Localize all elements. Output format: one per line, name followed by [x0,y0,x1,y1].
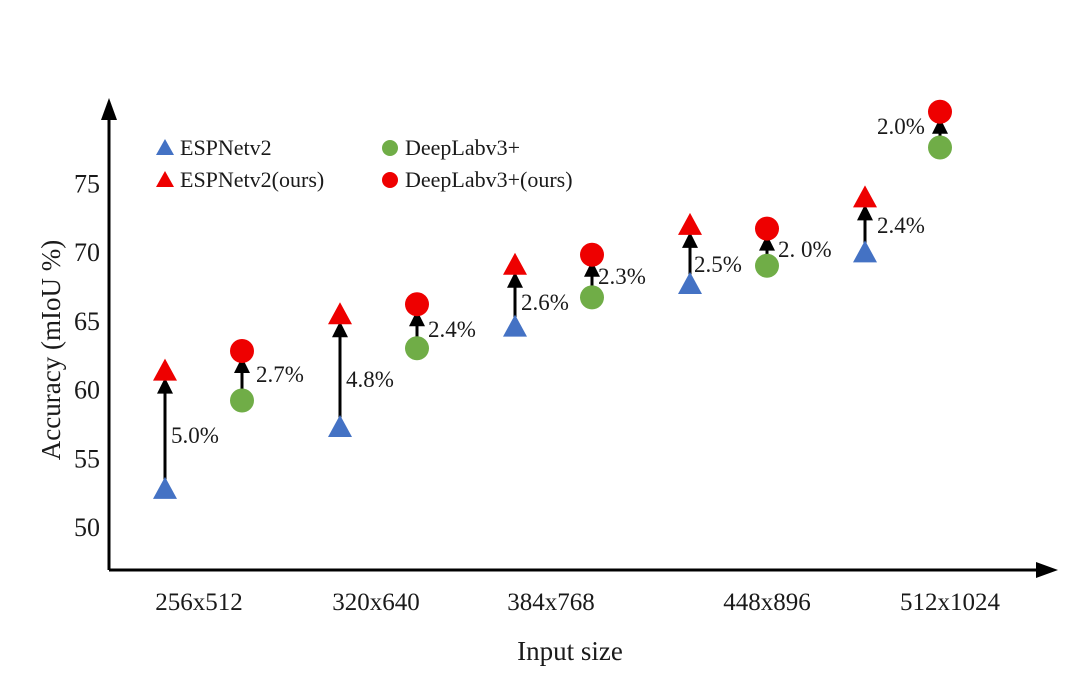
deeplabv3plus-improvement-arrow-head [234,357,250,373]
legend-marker-espnetv2 [156,139,174,155]
x-category-label: 448x896 [723,589,811,616]
improvement-label: 2.4% [428,317,476,342]
deeplabv3plus-ours-marker [928,99,952,124]
x-category-label: 384x768 [507,589,595,616]
espnetv2-ours-marker [153,358,177,381]
improvement-label: 2.5% [694,252,742,277]
improvement-label: 4.8% [346,367,394,392]
legend-marker-espnetv2-ours [156,171,174,187]
y-tick-label: 50 [74,513,100,542]
espnetv2-ours-marker [503,252,527,275]
y-axis-title: Accuracy (mIoU %) [36,240,66,460]
x-axis-title: Input size [517,636,623,666]
legend-marker-deeplabv3plus-ours [382,172,398,188]
espnetv2-improvement-arrow-head [332,321,348,338]
x-category-label: 320x640 [332,589,420,616]
deeplabv3plus-marker [230,388,254,413]
improvement-label: 2.3% [598,264,646,289]
x-category-labels: 256x512 320x640 384x768 448x896 512x1024 [155,589,1000,616]
deeplabv3plus-improvement-arrow-head [932,117,948,134]
data-markers [153,99,952,499]
deeplabv3plus-ours-marker [230,339,254,363]
legend-label-deeplabv3plus-ours: DeepLabv3+(ours) [405,167,573,192]
espnetv2-ours-marker [678,212,702,235]
improvement-label: 2.4% [877,213,925,238]
improvement-label: 2.6% [521,290,569,315]
espnetv2-marker [328,415,352,437]
deeplabv3plus-ours-marker [405,292,429,317]
espnetv2-improvement-arrow-head [157,377,173,394]
legend: ESPNetv2 ESPNetv2(ours) DeepLabv3+ DeepL… [156,135,573,192]
espnetv2-marker [853,240,877,263]
x-category-label: 512x1024 [900,589,1001,616]
espnetv2-improvement-arrow-head [507,271,523,288]
y-ticks: 50 55 60 65 70 75 [74,169,100,542]
legend-marker-deeplabv3plus [382,140,398,156]
legend-label-espnetv2-ours: ESPNetv2(ours) [180,167,324,192]
deeplabv3plus-marker [755,253,779,278]
deeplabv3plus-ours-marker [580,242,604,267]
y-tick-label: 55 [74,444,100,473]
improvement-label: 2.7% [256,362,304,387]
improvement-labels: 5.0% 2.7% 4.8% 2.4% 2.6% 2.3% 2.5% 2. 0% 2.4% 2.0… [171,114,925,448]
espnetv2-marker [153,476,177,499]
y-tick-label: 70 [74,238,100,267]
x-axis-arrowhead [1036,562,1058,578]
deeplabv3plus-marker [405,336,429,361]
espnetv2-improvement-arrow-head [857,204,873,221]
improvement-arrows [157,117,948,480]
deeplabv3plus-improvement-arrow-head [409,310,425,327]
y-tick-label: 75 [74,169,100,198]
y-tick-label: 60 [74,376,100,405]
espnetv2-improvement-arrow-head [682,231,698,248]
deeplabv3plus-improvement-arrow-head [759,234,775,251]
espnetv2-marker [678,272,702,294]
improvement-label: 2.0% [877,114,925,139]
improvement-label: 5.0% [171,423,219,448]
x-category-label: 256x512 [155,589,243,616]
y-axis-arrowhead [101,98,117,120]
improvement-label: 2. 0% [778,237,832,262]
espnetv2-ours-marker [328,302,352,325]
deeplabv3plus-marker [928,135,952,160]
legend-label-deeplabv3plus: DeepLabv3+ [405,135,520,160]
deeplabv3plus-ours-marker [755,216,779,241]
deeplabv3plus-marker [580,285,604,310]
espnetv2-ours-marker [853,185,877,208]
espnetv2-marker [503,314,527,337]
deeplabv3plus-improvement-arrow-head [584,260,600,277]
legend-label-espnetv2: ESPNetv2 [180,135,272,160]
y-tick-label: 65 [74,307,100,336]
